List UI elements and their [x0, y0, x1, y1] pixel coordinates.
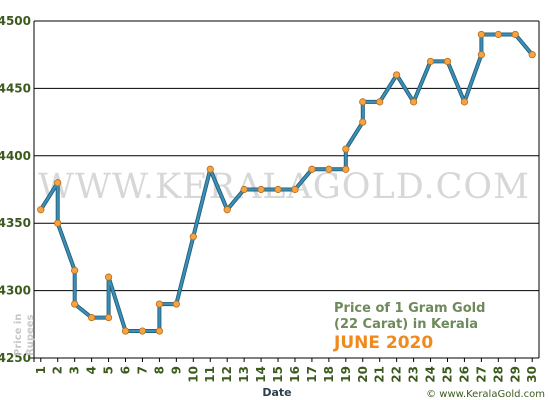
data-point: [325, 165, 333, 173]
data-point: [359, 118, 367, 126]
y-tick-label: 4450: [0, 81, 31, 95]
data-point: [426, 57, 435, 66]
x-tick-label: 13: [237, 366, 251, 383]
y-tick-label: 4350: [0, 216, 31, 230]
x-tick-label: 3: [68, 366, 82, 374]
data-point: [409, 98, 418, 106]
data-point: [460, 98, 469, 106]
data-point: [359, 98, 367, 106]
x-tick-label: 4: [85, 366, 99, 374]
x-tick-labels: 1 2 3 4 5 6 7 8 9 10 11 12 13 14 15 16 17 18 19 20 21 22 23 24 2…: [34, 358, 539, 383]
y-tick-label: 4400: [0, 149, 31, 163]
x-tick-label: 5: [102, 366, 116, 374]
x-tick-label: 26: [457, 366, 471, 383]
x-tick-label: 12: [220, 366, 234, 383]
x-tick-label: 16: [288, 366, 302, 383]
x-tick-label: 21: [373, 366, 387, 383]
data-point: [223, 206, 231, 214]
data-point: [511, 30, 519, 39]
data-point: [393, 71, 401, 79]
data-point: [104, 273, 113, 281]
chart-title-line1: Price of 1 Gram Gold: [334, 301, 485, 316]
data-point: [155, 300, 164, 308]
y-tick-label: 4300: [0, 284, 31, 298]
footer-credit: © www.KeralaGold.com: [426, 389, 545, 400]
x-tick-label: 29: [508, 366, 522, 383]
x-tick-label: 7: [135, 366, 149, 374]
data-point: [54, 219, 62, 227]
x-tick-label: 10: [186, 366, 200, 383]
data-point: [291, 185, 299, 194]
data-point: [155, 327, 164, 335]
data-point: [494, 30, 502, 39]
x-tick-label: 15: [271, 366, 285, 383]
data-point: [342, 145, 350, 153]
data-point: [528, 51, 536, 59]
watermark: WWW.KERALAGOLD.COM: [38, 167, 530, 207]
x-tick-label: 14: [254, 366, 268, 383]
data-point: [172, 300, 180, 308]
data-point: [443, 57, 452, 66]
x-tick-label: 2: [51, 366, 65, 374]
chart-subtitle: JUNE 2020: [333, 333, 433, 353]
y-tick-label: 4250: [0, 351, 31, 365]
data-point: [138, 327, 147, 335]
chart-title-line2: (22 Carat) in Kerala: [334, 317, 478, 332]
data-point: [376, 98, 384, 106]
data-point: [477, 51, 485, 59]
y-tick-label: 4500: [0, 14, 31, 28]
axes: [30, 21, 540, 362]
data-point: [71, 300, 79, 308]
x-axis-label: Date: [262, 386, 291, 399]
x-tick-label: 30: [525, 366, 539, 383]
x-tick-label: 19: [339, 366, 353, 383]
x-tick-label: 28: [491, 366, 505, 383]
x-tick-label: 8: [152, 366, 166, 374]
data-point: [342, 165, 350, 173]
data-point: [477, 30, 485, 39]
data-point: [54, 179, 62, 187]
y-tick-labels: 4250 4300 4350 4400 4450 4500: [0, 14, 31, 365]
data-point: [37, 206, 45, 214]
data-point: [71, 266, 79, 274]
y-axis-label-line1: Price in: [13, 314, 24, 356]
data-point: [104, 313, 113, 322]
x-tick-label: 6: [119, 366, 133, 374]
data-points: [37, 30, 536, 335]
data-point: [308, 165, 316, 173]
y-axis-label: Price in Rupees: [13, 314, 36, 356]
x-tick-label: 25: [440, 366, 454, 383]
data-point: [88, 313, 96, 322]
x-tick-label: 27: [474, 366, 488, 383]
data-point: [240, 185, 248, 194]
x-tick-label: 9: [169, 366, 183, 374]
x-tick-label: 17: [305, 366, 319, 383]
y-axis-label-line2: Rupees: [25, 314, 36, 356]
data-point: [121, 327, 130, 335]
x-tick-label: 20: [356, 366, 370, 383]
x-tick-label: 18: [322, 366, 336, 383]
x-tick-label: 22: [390, 366, 404, 383]
x-tick-label: 1: [34, 366, 48, 374]
data-point: [274, 185, 282, 194]
x-tick-label: 23: [407, 366, 421, 383]
data-point: [189, 233, 197, 241]
x-tick-label: 11: [203, 366, 217, 383]
data-point: [257, 185, 265, 194]
x-tick-label: 24: [424, 366, 438, 383]
data-point: [206, 165, 214, 173]
